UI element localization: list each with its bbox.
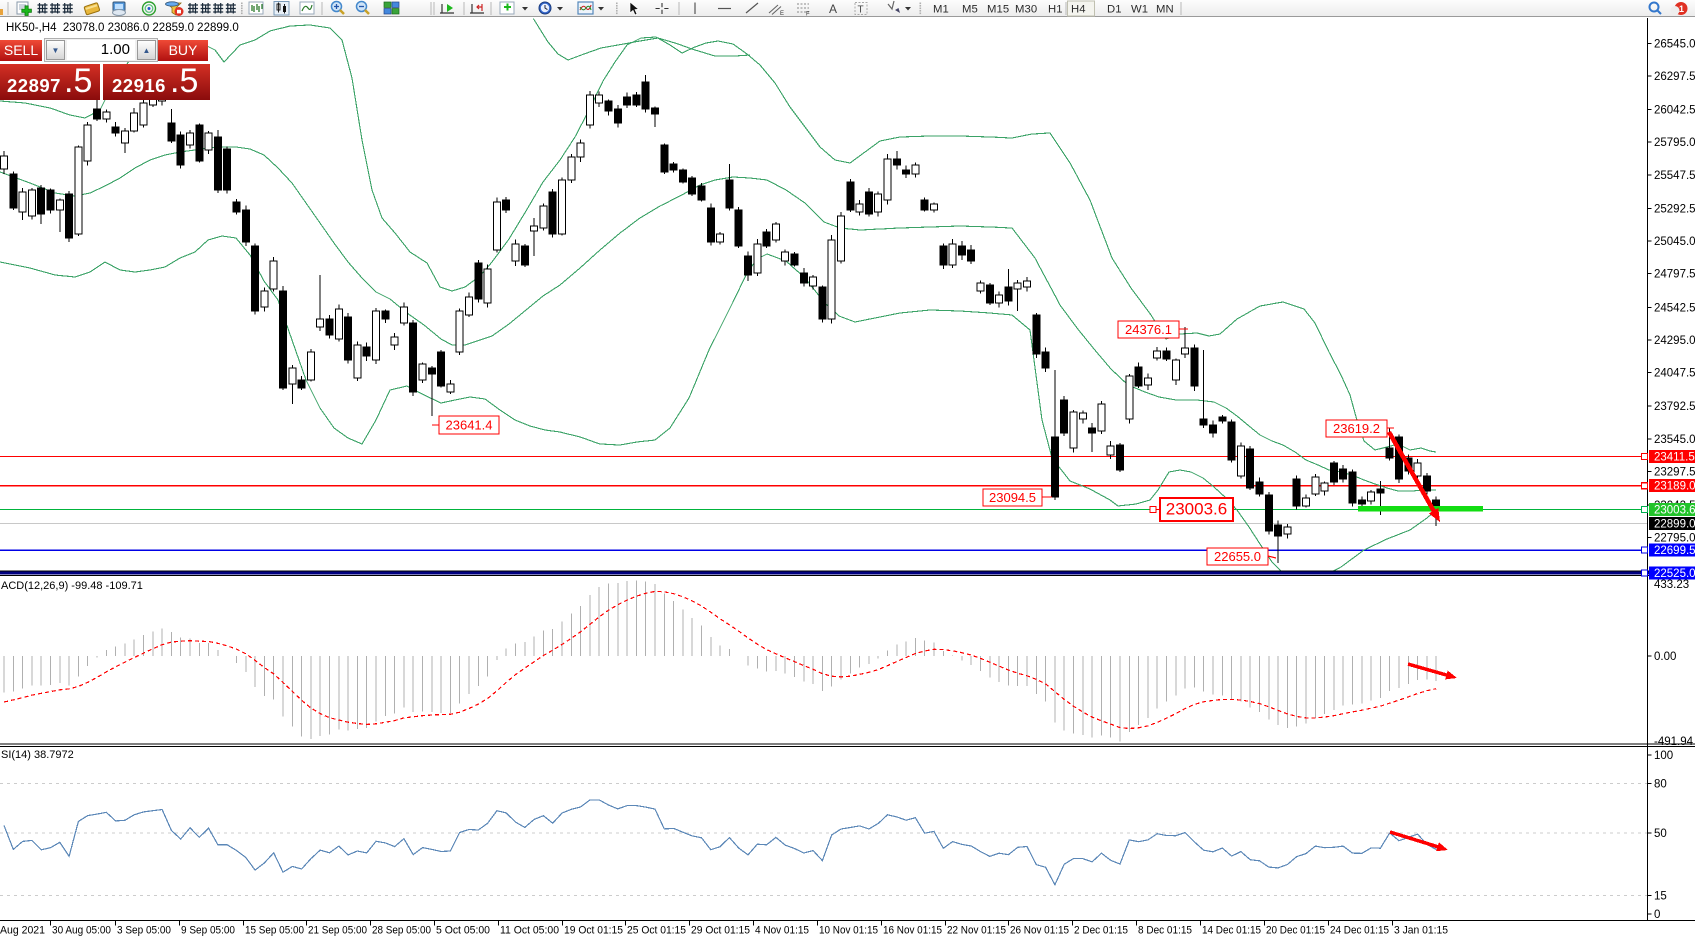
svg-text:26297.5: 26297.5 xyxy=(1654,71,1695,83)
svg-text:H1: H1 xyxy=(1048,4,1063,16)
svg-text:9 Sep 05:00: 9 Sep 05:00 xyxy=(181,925,235,937)
svg-text:M30: M30 xyxy=(1015,4,1037,16)
svg-text:11 Oct 05:00: 11 Oct 05:00 xyxy=(500,925,559,937)
svg-text:23792.5: 23792.5 xyxy=(1654,401,1695,413)
svg-text:Aug 2021: Aug 2021 xyxy=(0,925,45,937)
svg-text:3 Sep 05:00: 3 Sep 05:00 xyxy=(117,925,171,937)
svg-text:SI(14) 38.7972: SI(14) 38.7972 xyxy=(1,749,74,761)
svg-text:20 Dec 01:15: 20 Dec 01:15 xyxy=(1266,925,1325,937)
svg-text:0: 0 xyxy=(1654,909,1660,921)
svg-text:50: 50 xyxy=(1654,828,1667,840)
svg-text:23411.5: 23411.5 xyxy=(1654,451,1695,463)
svg-text:22655.0: 22655.0 xyxy=(1214,549,1261,564)
svg-text:M5: M5 xyxy=(962,4,978,16)
svg-text:3 Jan 01:15: 3 Jan 01:15 xyxy=(1394,925,1448,937)
svg-text:A: A xyxy=(829,2,837,16)
svg-text:H4: H4 xyxy=(1071,4,1086,16)
svg-text:-491.94: -491.94 xyxy=(1654,736,1694,748)
svg-text:25547.5: 25547.5 xyxy=(1654,170,1695,182)
svg-text:23619.2: 23619.2 xyxy=(1333,421,1380,436)
svg-text:15 Sep 05:00: 15 Sep 05:00 xyxy=(245,925,304,937)
svg-text:29 Oct 01:15: 29 Oct 01:15 xyxy=(691,925,750,937)
svg-text:24047.5: 24047.5 xyxy=(1654,368,1695,380)
svg-text:14 Dec 01:15: 14 Dec 01:15 xyxy=(1202,925,1261,937)
svg-text:23003.6: 23003.6 xyxy=(1654,505,1695,517)
svg-text:2 Dec 01:15: 2 Dec 01:15 xyxy=(1074,925,1128,937)
svg-text:22795.0: 22795.0 xyxy=(1654,533,1695,545)
svg-text:M1: M1 xyxy=(933,4,949,16)
svg-text:26545.0: 26545.0 xyxy=(1654,38,1695,50)
svg-text:24376.1: 24376.1 xyxy=(1125,322,1172,337)
svg-text:19 Oct 01:15: 19 Oct 01:15 xyxy=(564,925,623,937)
svg-text:T: T xyxy=(858,5,864,16)
svg-text:26042.5: 26042.5 xyxy=(1654,105,1695,117)
svg-text:24797.5: 24797.5 xyxy=(1654,269,1695,281)
svg-text:HK50-,H4 23078.0 23086.0 2285: HK50-,H4 23078.0 23086.0 22859.0 22899.0 xyxy=(6,22,239,34)
svg-text:4 Nov 01:15: 4 Nov 01:15 xyxy=(755,925,809,937)
svg-text:433.23: 433.23 xyxy=(1654,579,1689,591)
svg-text:ACD(12,26,9) -99.48 -109.71: ACD(12,26,9) -99.48 -109.71 xyxy=(1,580,143,592)
svg-text:22 Nov 01:15: 22 Nov 01:15 xyxy=(947,925,1006,937)
svg-text:5 Oct 05:00: 5 Oct 05:00 xyxy=(436,925,490,937)
svg-text:30 Aug 05:00: 30 Aug 05:00 xyxy=(52,925,111,937)
svg-text:1: 1 xyxy=(1679,4,1684,14)
svg-text:23189.0: 23189.0 xyxy=(1654,481,1695,493)
svg-text:W1: W1 xyxy=(1131,4,1148,16)
svg-text:8 Dec 01:15: 8 Dec 01:15 xyxy=(1138,925,1192,937)
svg-text:23297.5: 23297.5 xyxy=(1654,466,1695,478)
svg-text:15: 15 xyxy=(1654,890,1667,902)
svg-text:24295.0: 24295.0 xyxy=(1654,335,1695,347)
svg-text:26 Nov 01:15: 26 Nov 01:15 xyxy=(1010,925,1069,937)
svg-text:23094.5: 23094.5 xyxy=(989,490,1036,505)
svg-text:28 Sep 05:00: 28 Sep 05:00 xyxy=(372,925,431,937)
svg-text:25045.0: 25045.0 xyxy=(1654,236,1695,248)
svg-text:10 Nov 01:15: 10 Nov 01:15 xyxy=(819,925,878,937)
svg-text:100: 100 xyxy=(1654,750,1673,762)
svg-text:24 Dec 01:15: 24 Dec 01:15 xyxy=(1330,925,1389,937)
svg-text:E: E xyxy=(780,11,784,17)
svg-text:22899.0: 22899.0 xyxy=(1654,519,1695,531)
svg-text:24542.5: 24542.5 xyxy=(1654,302,1695,314)
svg-text:21 Sep 05:00: 21 Sep 05:00 xyxy=(308,925,367,937)
svg-text:D1: D1 xyxy=(1107,4,1122,16)
svg-text:25292.5: 25292.5 xyxy=(1654,204,1695,216)
svg-text:23003.6: 23003.6 xyxy=(1166,500,1227,519)
svg-text:23545.0: 23545.0 xyxy=(1654,434,1695,446)
svg-text:25795.0: 25795.0 xyxy=(1654,137,1695,149)
svg-text:80: 80 xyxy=(1654,778,1667,790)
svg-text:MN: MN xyxy=(1156,4,1174,16)
svg-text:F: F xyxy=(806,12,810,18)
svg-text:23641.4: 23641.4 xyxy=(446,418,493,433)
svg-text:M15: M15 xyxy=(987,4,1009,16)
svg-text:22525.0: 22525.0 xyxy=(1654,568,1695,580)
svg-text:16 Nov 01:15: 16 Nov 01:15 xyxy=(883,925,942,937)
svg-text:22699.5: 22699.5 xyxy=(1654,545,1695,557)
svg-text:0.00: 0.00 xyxy=(1654,651,1676,663)
svg-text:25 Oct 01:15: 25 Oct 01:15 xyxy=(627,925,686,937)
